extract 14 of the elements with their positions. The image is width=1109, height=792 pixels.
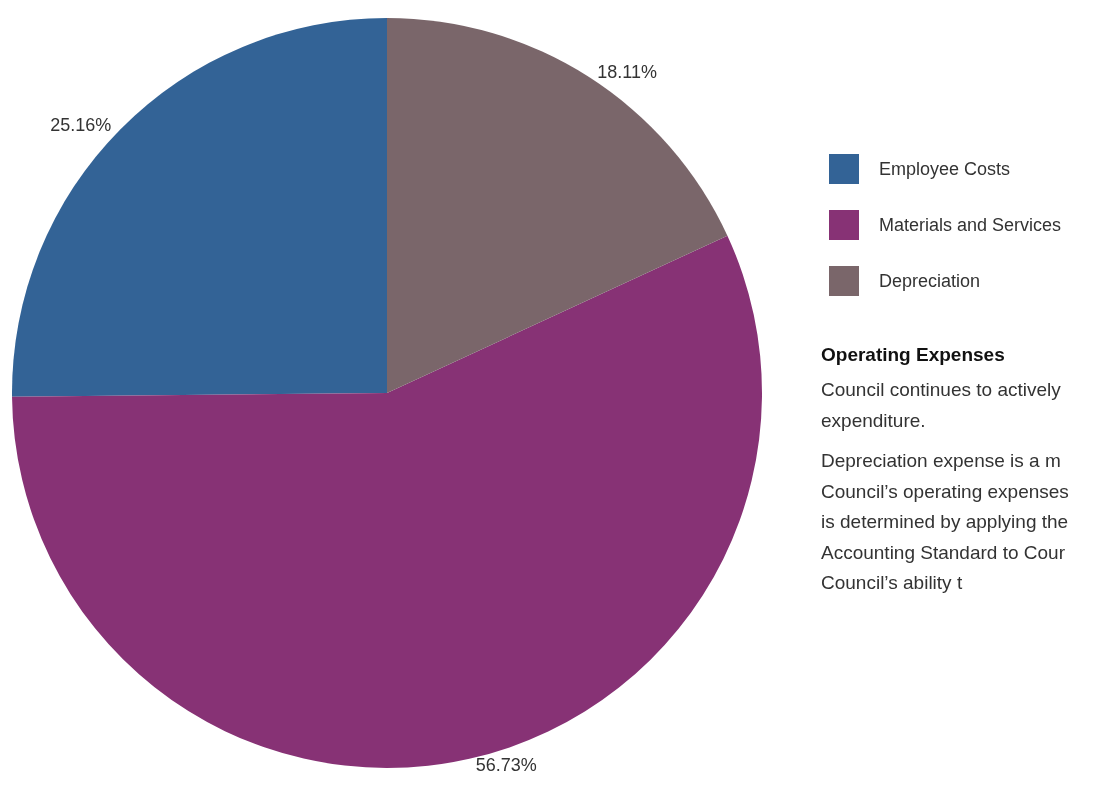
legend-label: Materials and Services [879,214,1062,236]
text: Council continues to actively [821,379,1062,400]
data-label: 56.73% [475,754,537,775]
text: Accounting Standard to Cour [821,541,1066,563]
text: is determined by applying the [821,511,1069,532]
text: Council’s operating expenses [821,480,1069,502]
data-label: 18.11% [597,62,657,83]
data-label: 25.16% [50,114,112,135]
text: expenditure. [821,409,926,431]
legend-label: Employee Costs [879,158,1011,180]
text: Council’s ability t [821,572,963,593]
text: Depreciation expense is a m [821,450,1061,471]
legend-label: Depreciation [879,270,981,292]
text: Operating Expenses [821,344,1005,365]
